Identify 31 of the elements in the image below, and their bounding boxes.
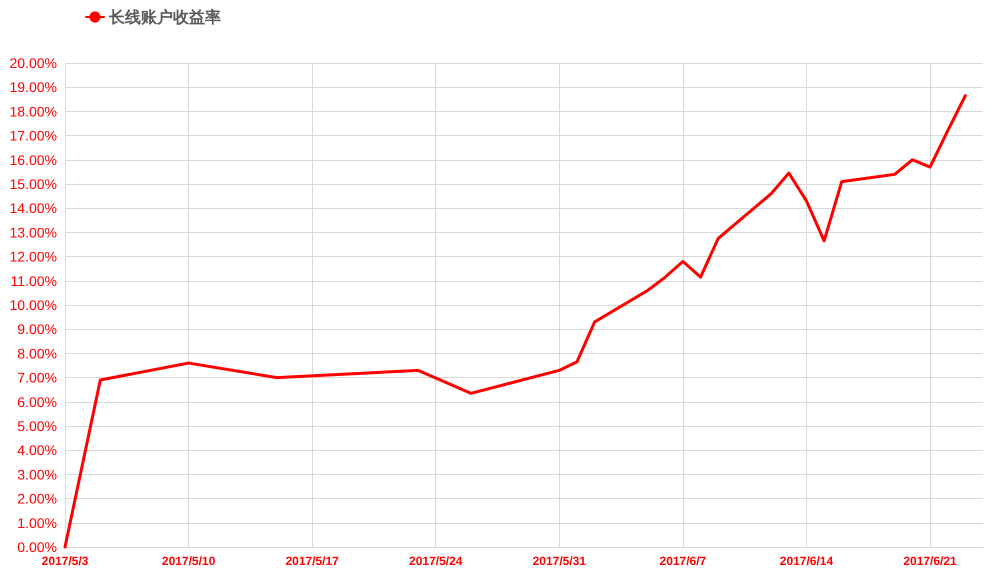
- y-tick-label: 8.00%: [17, 345, 57, 362]
- y-tick-label: 3.00%: [17, 466, 57, 482]
- y-tick-label: 0.00%: [17, 539, 57, 555]
- x-tick-label: 2017/6/21: [903, 554, 958, 568]
- y-tick-label: 9.00%: [17, 321, 57, 338]
- x-tick-label: 2017/5/10: [162, 554, 216, 568]
- y-tick-label: 17.00%: [10, 128, 57, 144]
- y-tick-label: 7.00%: [17, 370, 57, 386]
- y-tick-label: 5.00%: [17, 418, 57, 434]
- y-tick-label: 20.00%: [10, 55, 57, 71]
- x-tick-label: 2017/5/31: [532, 554, 586, 568]
- y-tick-label: 1.00%: [17, 514, 57, 531]
- y-tick-label: 16.00%: [10, 152, 57, 168]
- x-tick-label: 2017/5/3: [42, 554, 89, 568]
- y-tick-label: 18.00%: [10, 103, 57, 120]
- legend-label: 长线账户收益率: [108, 8, 221, 26]
- x-tick-label: 2017/5/24: [409, 554, 463, 568]
- y-tick-label: 15.00%: [10, 176, 57, 192]
- y-tick-label: 19.00%: [10, 79, 57, 96]
- y-tick-label: 6.00%: [17, 394, 57, 410]
- line-series: [64, 94, 967, 548]
- x-tick-label: 2017/6/14: [780, 554, 834, 568]
- x-tick-label: 2017/6/7: [660, 554, 707, 568]
- x-tick-label: 2017/5/17: [285, 554, 340, 568]
- y-tick-label: 10.00%: [10, 297, 57, 313]
- y-tick-label: 11.00%: [10, 272, 57, 289]
- y-tick-label: 13.00%: [10, 224, 57, 240]
- y-tick-label: 2.00%: [17, 490, 57, 507]
- y-tick-label: 14.00%: [10, 200, 57, 216]
- y-tick-label: 12.00%: [10, 248, 57, 265]
- y-tick-label: 4.00%: [17, 442, 57, 458]
